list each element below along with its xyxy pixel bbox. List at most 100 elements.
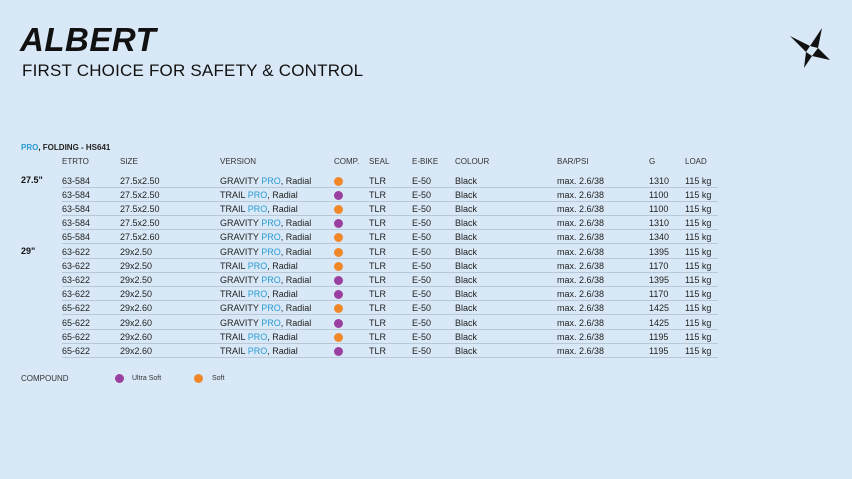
column-header: LOAD	[685, 157, 707, 166]
colour-cell: Black	[455, 232, 478, 243]
ebike-cell: E-50	[412, 317, 432, 328]
weight-cell: 1310	[649, 218, 670, 229]
seal-cell: TLR	[369, 203, 387, 214]
compound-dot	[334, 204, 343, 214]
etrto-cell: 63-584	[62, 218, 91, 229]
compound-dot	[334, 190, 343, 200]
load-cell: 115 kg	[685, 303, 712, 314]
etrto-cell: 63-622	[62, 246, 91, 257]
section-pro-label: PRO	[21, 143, 39, 152]
weight-cell: 1100	[649, 203, 669, 214]
size-cell: 29x2.50	[120, 289, 153, 300]
weight-cell: 1195	[649, 345, 669, 356]
pressure-cell: max. 2.6/38	[557, 246, 605, 257]
pressure-cell: max. 2.6/38	[557, 274, 605, 285]
seal-cell: TLR	[369, 218, 387, 229]
version-cell: GRAVITY PRO, Radial	[220, 317, 312, 328]
compound-dot	[334, 346, 343, 356]
load-cell: 115 kg	[685, 345, 712, 356]
seal-cell: TLR	[369, 303, 387, 314]
column-header: COMP.	[334, 157, 360, 166]
load-cell: 115 kg	[685, 246, 712, 257]
pressure-cell: max. 2.6/38	[557, 232, 605, 243]
etrto-cell: 63-584	[62, 203, 91, 214]
weight-cell: 1425	[649, 303, 670, 314]
table-row: 63-584 27.5x2.50 GRAVITY PRO, Radial TLR E-5…	[62, 216, 718, 231]
version-cell: GRAVITY PRO, Radial	[220, 303, 312, 314]
size-cell: 29x2.50	[120, 246, 153, 257]
load-cell: 115 kg	[685, 289, 712, 300]
etrto-cell: 63-584	[62, 189, 91, 200]
ebike-cell: E-50	[412, 203, 432, 214]
colour-cell: Black	[455, 189, 478, 200]
table-row: 65-622 29x2.60 GRAVITY PRO, Radial TLR E-50 B…	[62, 316, 718, 330]
column-header: ETRTO	[62, 157, 89, 166]
ebike-cell: E-50	[412, 218, 432, 229]
compound-dot	[334, 290, 343, 300]
colour-cell: Black	[455, 345, 478, 356]
table-row: 65-622 29x2.60 TRAIL PRO, Radial TLR E-50 Bla…	[62, 344, 718, 359]
colour-cell: Black	[455, 218, 478, 229]
version-cell: GRAVITY PRO, Radial	[220, 218, 312, 229]
size-cell: 29x2.60	[120, 345, 153, 356]
size-cell: 27.5x2.50	[120, 189, 160, 200]
weight-cell: 1100	[649, 189, 669, 200]
size-cell: 29x2.50	[120, 274, 153, 285]
size-cell: 27.5x2.60	[120, 232, 160, 243]
brand-logo-icon	[790, 28, 830, 68]
version-cell: GRAVITY PRO, Radial	[220, 175, 312, 186]
size-cell: 27.5x2.50	[120, 203, 160, 214]
etrto-cell: 65-622	[62, 317, 91, 328]
etrto-cell: 65-584	[62, 232, 91, 243]
weight-cell: 1170	[649, 289, 669, 300]
column-header: SEAL	[369, 157, 390, 166]
version-cell: TRAIL PRO, Radial	[220, 289, 298, 300]
colour-cell: Black	[455, 274, 478, 285]
legend-label: COMPOUND	[21, 374, 69, 383]
ebike-cell: E-50	[412, 289, 432, 300]
ebike-cell: E-50	[412, 175, 432, 186]
version-cell: TRAIL PRO, Radial	[220, 331, 298, 342]
weight-cell: 1195	[649, 331, 669, 342]
column-header: BAR/PSI	[557, 157, 589, 166]
page-title: ALBERT	[20, 21, 157, 58]
pressure-cell: max. 2.6/38	[557, 175, 605, 186]
column-header: SIZE	[120, 157, 138, 166]
seal-cell: TLR	[369, 246, 387, 257]
table-row: 63-622 29x2.50 TRAIL PRO, Radial TLR E-50 Bla…	[62, 287, 718, 302]
legend-ultra-soft-dot	[115, 374, 124, 383]
load-cell: 115 kg	[685, 317, 712, 328]
compound-dot	[334, 176, 343, 186]
table-row: 63-622 29x2.50 GRAVITY PRO, Radial TLR E-50 B…	[62, 245, 718, 259]
table-row: 65-584 27.5x2.60 GRAVITY PRO, Radial TLR E-5…	[62, 230, 718, 245]
compound-dot	[334, 261, 343, 271]
pressure-cell: max. 2.6/38	[557, 289, 605, 300]
seal-cell: TLR	[369, 331, 387, 342]
pressure-cell: max. 2.6/38	[557, 345, 605, 356]
ebike-cell: E-50	[412, 331, 432, 342]
ebike-cell: E-50	[412, 189, 432, 200]
etrto-cell: 65-622	[62, 345, 91, 356]
etrto-cell: 63-622	[62, 274, 91, 285]
load-cell: 115 kg	[685, 175, 712, 186]
size-cell: 29x2.60	[120, 303, 153, 314]
colour-cell: Black	[455, 246, 478, 257]
pressure-cell: max. 2.6/38	[557, 218, 605, 229]
version-cell: GRAVITY PRO, Radial	[220, 274, 312, 285]
legend-ultra-soft-label: Ultra Soft	[132, 375, 162, 382]
load-cell: 115 kg	[685, 218, 712, 229]
seal-cell: TLR	[369, 289, 387, 300]
version-cell: TRAIL PRO, Radial	[220, 260, 298, 271]
seal-cell: TLR	[369, 232, 387, 243]
load-cell: 115 kg	[685, 331, 712, 342]
table-row: 63-622 29x2.50 GRAVITY PRO, Radial TLR E-50 B…	[62, 273, 718, 288]
seal-cell: TLR	[369, 317, 387, 328]
table-row: 65-622 29x2.60 GRAVITY PRO, Radial TLR E-50 B…	[62, 301, 718, 316]
compound-dot	[334, 304, 343, 314]
etrto-cell: 63-622	[62, 260, 91, 271]
size-cell: 29x2.60	[120, 317, 153, 328]
table-row: 63-622 29x2.50 TRAIL PRO, Radial TLR E-50 Bla…	[62, 259, 718, 273]
load-cell: 115 kg	[685, 232, 712, 243]
column-header: G	[649, 157, 656, 166]
legend-soft-label: Soft	[212, 375, 225, 382]
